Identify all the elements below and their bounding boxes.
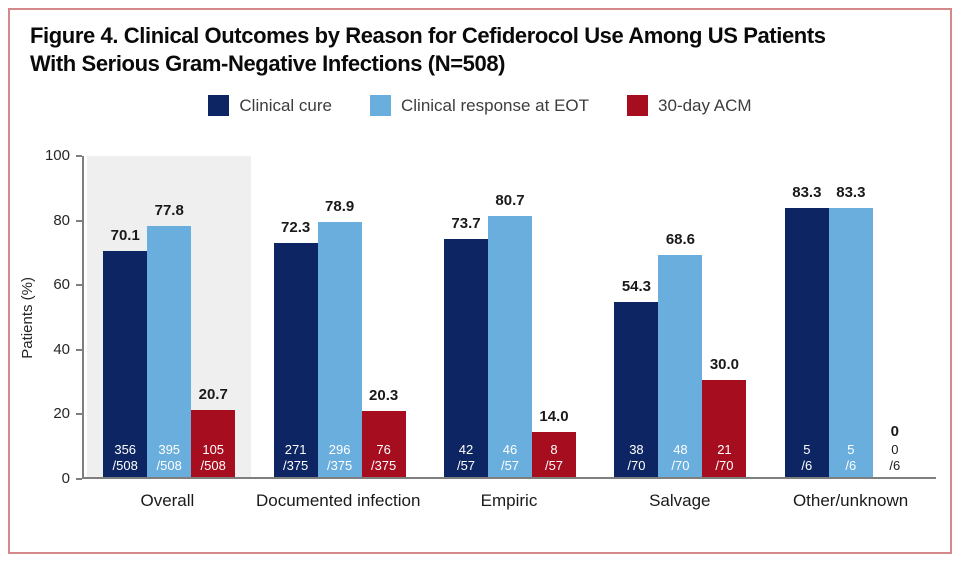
x-category-label: Documented infection (255, 491, 421, 510)
bar-group-empiric: 73.7 42/57 80.7 46/57 14.0 8/57 (425, 156, 595, 477)
y-tick-label: 100 (44, 147, 70, 164)
bar: 20.3 76/375 (361, 387, 406, 477)
bar: 20.7 105/508 (191, 386, 236, 477)
bar-value-label: 68.6 (665, 231, 696, 249)
legend-item-clinical-cure: Clinical cure (208, 95, 332, 116)
bar-count-label: 271/375 (282, 442, 309, 474)
x-category-label: Salvage (649, 491, 711, 510)
bar-value-label: 77.8 (154, 201, 184, 219)
bar-value-label: 30.0 (709, 356, 740, 374)
bar-value-label: 72.3 (281, 219, 311, 237)
plot-wrap: 70.1 356/508 77.8 395/508 20.7 105/508 72.3 271… (82, 156, 936, 511)
legend-label: Clinical cure (239, 95, 332, 115)
bar-count-label: 46/57 (500, 442, 520, 474)
bar: 68.6 48/70 (658, 231, 703, 477)
bar-group-salvage: 54.3 38/70 68.6 48/70 30.0 21/70 (595, 156, 765, 477)
bar-value-label: 54.3 (621, 277, 652, 295)
bar-value-label: 83.3 (792, 183, 822, 201)
legend-swatch-clinical-response (370, 95, 391, 116)
y-tick-label: 0 (61, 470, 70, 487)
bar-value-label: 73.7 (451, 214, 481, 232)
bar: 83.3 5/6 (784, 184, 829, 477)
figure-frame: Figure 4. Clinical Outcomes by Reason fo… (8, 8, 952, 554)
bar-count-label: 21/70 (715, 442, 734, 474)
y-axis: 0 20 40 60 80 100 (38, 147, 82, 487)
bar: 83.3 5/6 (828, 184, 873, 477)
bar-value-label: 70.1 (110, 226, 140, 244)
bar: 70.1 356/508 (103, 227, 148, 477)
legend-label: 30-day ACM (658, 95, 752, 115)
bar-count-label: 0/6 (889, 442, 901, 474)
bar-count-label: 5/6 (845, 442, 857, 474)
bar-count-label: 5/6 (801, 442, 813, 474)
bar: 72.3 271/375 (273, 219, 318, 477)
y-axis-title: Patients (%) (18, 276, 36, 359)
y-tick-mark (76, 155, 82, 157)
bar: 73.7 42/57 (444, 215, 489, 477)
legend-item-clinical-response: Clinical response at EOT (370, 95, 589, 116)
category-row: Overall Documented infection Empiric Salvag… (82, 491, 936, 511)
y-tick-mark (76, 478, 82, 480)
bar-value-label: 83.3 (836, 183, 866, 201)
plot-area: 70.1 356/508 77.8 395/508 20.7 105/508 72.3 271… (82, 156, 936, 479)
figure-title-line1: Figure 4. Clinical Outcomes by Reason fo… (30, 23, 826, 48)
y-axis-title-wrap: Patients (%) (16, 156, 38, 479)
bar-count-label: 76/375 (370, 442, 397, 474)
x-category-label: Empiric (480, 491, 538, 510)
bar: 14.0 8/57 (532, 408, 577, 477)
bar-count-label: 356/508 (112, 442, 138, 474)
bar-chart: Patients (%) 0 20 40 60 80 100 70.1 356/508 77.… (10, 147, 950, 511)
x-category-label: Other/unknown (792, 491, 909, 510)
bar-group-other-unknown: 83.3 5/6 83.3 5/6 0 0/6 (766, 156, 936, 477)
y-tick-mark (76, 219, 82, 222)
bar-group-overall: 70.1 356/508 77.8 395/508 20.7 105/508 (84, 156, 254, 477)
bar: 77.8 395/508 (147, 202, 192, 477)
bar: 78.9 296/375 (317, 198, 362, 477)
y-tick-label: 60 (53, 276, 70, 294)
bar-count-label: 395/508 (156, 442, 182, 474)
bar-value-label: 14.0 (539, 407, 569, 425)
bar-value-label: 0 (890, 423, 899, 440)
bar-count-label: 105/508 (200, 442, 226, 474)
bar-value-label: 78.9 (325, 198, 355, 216)
bar-value-label: 20.3 (369, 387, 399, 405)
y-tick-label: 40 (53, 340, 70, 358)
legend-label: Clinical response at EOT (401, 95, 590, 115)
y-tick-label: 80 (53, 211, 70, 229)
bar-count-label: 38/70 (627, 442, 646, 474)
bar: 80.7 46/57 (488, 192, 533, 477)
bar-count-label: 8/57 (544, 442, 564, 474)
bar-value-label: 20.7 (198, 386, 228, 404)
figure-title: Figure 4. Clinical Outcomes by Reason fo… (10, 10, 950, 77)
y-tick-mark (76, 348, 82, 351)
bar: 30.0 21/70 (702, 356, 747, 477)
figure-title-line2: With Serious Gram-Negative Infections (N… (30, 50, 506, 76)
legend-item-30day-acm: 30-day ACM (627, 95, 752, 116)
legend: Clinical cure Clinical response at EOT 3… (10, 95, 950, 116)
bar-value-label: 80.7 (495, 192, 525, 210)
bar-group-documented-infection: 72.3 271/375 78.9 296/375 20.3 76/375 (254, 156, 424, 477)
y-tick-mark (76, 284, 82, 287)
y-tick-label: 20 (53, 405, 70, 423)
y-tick-mark (76, 413, 82, 416)
bar: 54.3 38/70 (614, 278, 659, 477)
bar-count-label: 42/57 (456, 442, 476, 474)
bar-count-label: 296/375 (326, 442, 353, 474)
legend-swatch-30day-acm (627, 95, 649, 116)
x-category-label: Overall (140, 491, 195, 510)
legend-swatch-clinical-cure (208, 95, 230, 116)
bar-count-label: 48/70 (671, 442, 690, 474)
